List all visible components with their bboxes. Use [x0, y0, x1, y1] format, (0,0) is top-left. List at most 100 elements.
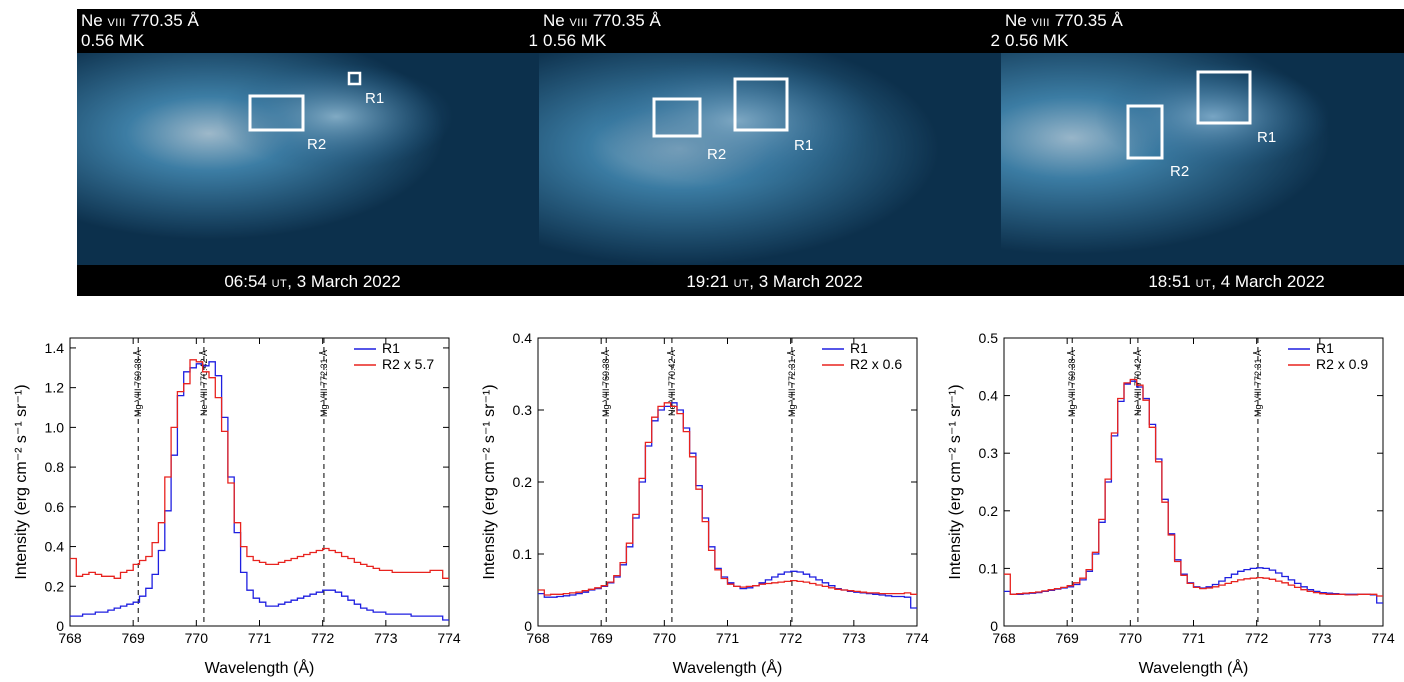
y-axis-label: Intensity (erg cm⁻² s⁻¹ sr⁻¹)	[947, 384, 964, 579]
x-tick-label: 773	[842, 630, 866, 646]
x-axis-label: Wavelength (Å)	[205, 658, 315, 677]
x-tick-label: 768	[992, 630, 1016, 646]
region-box-r2	[1126, 104, 1164, 160]
region-box-r2	[652, 97, 702, 138]
x-tick-label: 770	[1119, 630, 1143, 646]
y-tick-label: 0.2	[513, 474, 533, 490]
x-tick-label: 771	[716, 630, 740, 646]
spectrum-chart-1: 768 769 770 771 772 773 774 0 0.2 0.4 0.6 0.8 1.0 1.2…	[13, 337, 461, 677]
timestamp: 19:21 UT, 3 March 2022	[539, 268, 1010, 296]
temperature-label: 0.56 MK	[543, 31, 607, 50]
panel-number: 2	[990, 31, 1000, 50]
y-tick-label: 0.4	[45, 539, 65, 555]
spectrum-chart-3: 768 769 770 771 772 773 774 0 0.1 0.2 0.3 0.4 0.5 Wav…	[947, 330, 1395, 677]
panel-number: 1	[528, 31, 538, 50]
x-tick-label: 772	[311, 630, 335, 646]
reference-line-label: Ne VIII 770.42 Å	[1133, 350, 1143, 416]
y-tick-label: 0.1	[979, 560, 999, 576]
y-tick-label: 0.1	[513, 546, 533, 562]
x-tick-label: 771	[248, 630, 272, 646]
x-tick-label: 770	[653, 630, 677, 646]
reference-line-label: Mg VIII 772.31 Å	[787, 350, 797, 417]
legend-entry: R1	[850, 340, 868, 356]
y-tick-label: 0.6	[45, 499, 65, 515]
y-tick-label: 1.0	[45, 419, 65, 435]
series-line	[1004, 380, 1383, 604]
y-tick-label: 0.3	[513, 402, 533, 418]
x-tick-label: 772	[779, 630, 803, 646]
temperature-label: 0.56 MK	[81, 31, 145, 50]
line-label: Ne VIII 770.35 Å	[81, 11, 199, 30]
spectrum-chart-2: 768 769 770 771 772 773 774 0 0.1 0.2 0.3 0.4 Wavele…	[481, 330, 929, 677]
region-box-r2	[248, 94, 305, 132]
euv-image-1: R1 R2 Ne VIII 770.35 Å 0.56 MK 1 06:54 U…	[77, 9, 548, 296]
reference-line-label: Mg VIII 769.38 Å	[601, 350, 611, 417]
euv-image-3: R2 R1 Ne VIII 770.35 Å 0.56 MK 3 18:51 U…	[1001, 9, 1404, 296]
reference-line-label: Ne VIII 770.42 Å	[667, 350, 677, 416]
plot-frame	[69, 337, 450, 627]
reference-line-label: Mg VIII 769.38 Å	[133, 350, 143, 417]
y-axis-label: Intensity (erg cm⁻² s⁻¹ sr⁻¹)	[481, 384, 498, 579]
x-tick-label: 774	[905, 630, 929, 646]
x-tick-label: 774	[437, 630, 461, 646]
x-tick-label: 769	[121, 630, 145, 646]
solar-image-1: R1 R2	[77, 53, 548, 265]
y-tick-label: 0	[990, 618, 998, 634]
reference-line-label: Mg VIII 772.31 Å	[319, 350, 329, 417]
legend-entry: R2 x 0.6	[850, 356, 902, 372]
x-tick-label: 769	[1055, 630, 1079, 646]
y-tick-label: 0.8	[45, 459, 65, 475]
y-axis-label: Intensity (erg cm⁻² s⁻¹ sr⁻¹)	[13, 384, 30, 579]
solar-image-3: R2 R1	[1001, 53, 1404, 265]
region-label-r1: R1	[1257, 129, 1276, 146]
series-line	[538, 402, 917, 596]
y-tick-label: 1.4	[45, 340, 65, 356]
y-tick-label: 0.2	[45, 578, 65, 594]
region-box-r1	[347, 71, 362, 86]
region-box-r1	[733, 77, 789, 132]
x-tick-label: 770	[185, 630, 209, 646]
x-tick-label: 768	[526, 630, 550, 646]
legend-entry: R2 x 0.9	[1316, 356, 1368, 372]
x-tick-label: 773	[1308, 630, 1332, 646]
legend-entry: R2 x 5.7	[382, 356, 434, 372]
y-tick-label: 0.2	[979, 503, 999, 519]
reference-line-label: Ne VIII 770.42 Å	[199, 350, 209, 416]
series-line	[1004, 378, 1383, 597]
x-tick-label: 769	[589, 630, 613, 646]
y-tick-label: 0	[524, 618, 532, 634]
region-label-r2: R2	[307, 136, 326, 153]
solar-image-2: R2 R1	[539, 53, 1010, 265]
region-label-r2: R2	[1170, 163, 1189, 180]
series-line	[538, 402, 917, 609]
x-tick-label: 774	[1371, 630, 1395, 646]
x-axis-label: Wavelength (Å)	[1139, 658, 1249, 677]
y-tick-label: 0.5	[979, 330, 999, 346]
line-label: Ne VIII 770.35 Å	[1005, 11, 1123, 30]
reference-line-label: Mg VIII 772.31 Å	[1253, 350, 1263, 417]
x-tick-label: 773	[374, 630, 398, 646]
temperature-label: 0.56 MK	[1005, 31, 1069, 50]
legend-entry: R1	[1316, 340, 1334, 356]
y-tick-label: 0	[56, 618, 64, 634]
region-label-r2: R2	[707, 146, 726, 163]
region-label-r1: R1	[794, 137, 813, 154]
x-tick-label: 771	[1182, 630, 1206, 646]
series-line	[70, 359, 449, 579]
region-label-r1: R1	[365, 90, 384, 107]
y-tick-label: 0.4	[513, 330, 533, 346]
reference-line-label: Mg VIII 769.38 Å	[1067, 350, 1077, 417]
x-tick-label: 768	[58, 630, 82, 646]
series-line	[70, 361, 449, 621]
y-tick-label: 1.2	[45, 380, 65, 396]
timestamp: 18:51 UT, 4 March 2022	[1001, 268, 1404, 296]
timestamp: 06:54 UT, 3 March 2022	[77, 268, 548, 296]
x-axis-label: Wavelength (Å)	[673, 658, 783, 677]
y-tick-label: 0.4	[979, 388, 999, 404]
legend-entry: R1	[382, 340, 400, 356]
region-box-r1	[1196, 70, 1252, 125]
euv-image-2: R2 R1 Ne VIII 770.35 Å 0.56 MK 2 19:21 U…	[539, 9, 1010, 296]
x-tick-label: 772	[1245, 630, 1269, 646]
y-tick-label: 0.3	[979, 445, 999, 461]
line-label: Ne VIII 770.35 Å	[543, 11, 661, 30]
